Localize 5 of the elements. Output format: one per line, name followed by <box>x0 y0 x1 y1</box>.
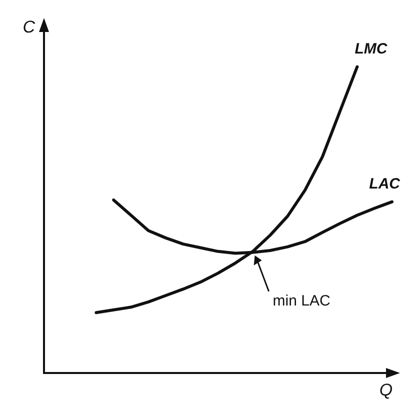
series-label: LMC <box>354 40 388 58</box>
annotation: min LAC <box>272 292 330 310</box>
series-label: LAC <box>369 175 402 192</box>
x-axis-title: Q <box>379 380 393 400</box>
y-axis-title: C <box>22 18 36 37</box>
